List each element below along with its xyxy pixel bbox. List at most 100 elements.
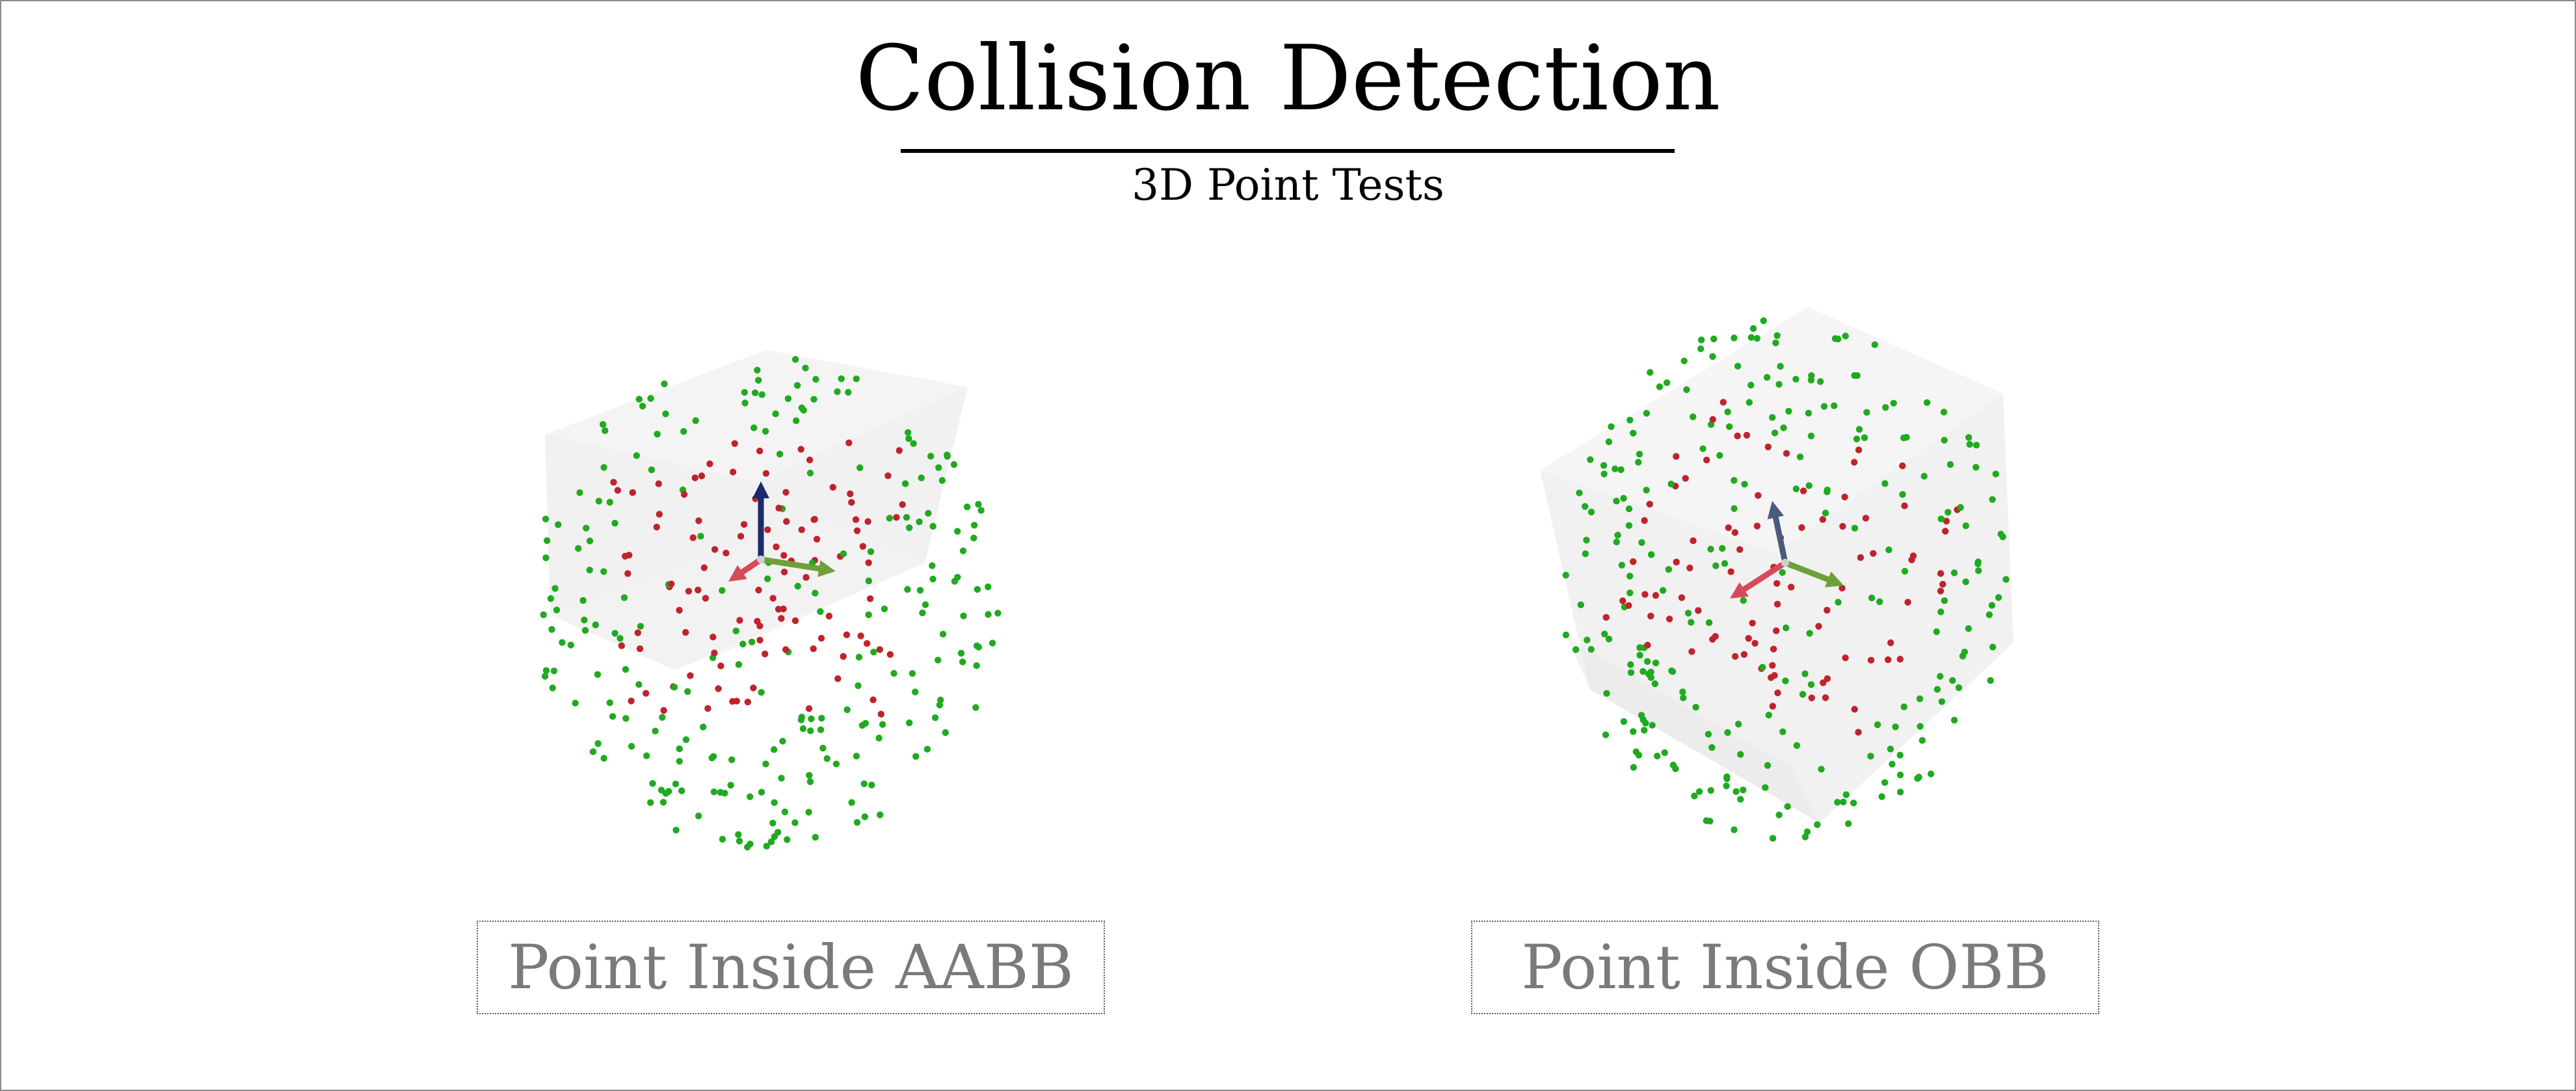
outside-point xyxy=(548,626,555,633)
inside-point xyxy=(1773,627,1780,634)
outside-point xyxy=(957,649,965,657)
inside-point xyxy=(1725,524,1732,532)
outside-point xyxy=(1620,494,1627,502)
outside-point xyxy=(856,464,864,472)
inside-point xyxy=(852,516,860,523)
outside-point xyxy=(797,716,805,723)
outside-point xyxy=(609,713,617,720)
inside-point xyxy=(876,646,883,653)
outside-point xyxy=(1635,751,1643,759)
outside-point xyxy=(602,427,609,435)
outside-point xyxy=(1654,753,1661,760)
outside-point xyxy=(985,583,992,591)
outside-point xyxy=(1746,399,1753,406)
outside-point xyxy=(1667,480,1675,488)
outside-point xyxy=(1643,487,1650,494)
inside-point xyxy=(1686,564,1693,572)
outside-point xyxy=(1941,437,1948,444)
outside-point xyxy=(747,793,754,800)
outside-point xyxy=(595,498,603,505)
outside-point xyxy=(1885,546,1892,554)
inside-point xyxy=(1937,587,1945,595)
outside-point xyxy=(547,595,555,602)
outside-point xyxy=(985,611,992,618)
bounding-box xyxy=(1540,307,2013,823)
outside-point xyxy=(550,667,558,675)
outside-point xyxy=(1814,821,1821,828)
inside-point xyxy=(834,675,842,682)
outside-point xyxy=(909,670,916,677)
outside-point xyxy=(794,582,801,590)
outside-point xyxy=(861,813,868,820)
outside-point xyxy=(776,450,784,458)
outside-point xyxy=(589,748,597,755)
inside-point xyxy=(626,552,633,559)
outside-point xyxy=(1576,489,1583,496)
outside-point xyxy=(834,388,841,396)
outside-point xyxy=(611,630,618,637)
inside-point xyxy=(853,527,861,534)
outside-point xyxy=(1937,515,1945,522)
outside-point xyxy=(1867,753,1874,760)
outside-point xyxy=(865,577,872,585)
outside-point xyxy=(751,389,759,396)
inside-point xyxy=(655,480,662,487)
outside-point xyxy=(1620,718,1628,725)
outside-point xyxy=(802,364,809,371)
outside-point xyxy=(840,550,847,558)
outside-point xyxy=(1965,434,1972,441)
inside-point xyxy=(676,606,683,614)
outside-point xyxy=(1779,569,1786,576)
box-face xyxy=(550,520,925,670)
outside-point xyxy=(973,662,980,669)
outside-point xyxy=(1992,470,1999,478)
outside-point xyxy=(1782,677,1789,684)
outside-point xyxy=(1733,788,1740,795)
outside-point xyxy=(970,522,978,529)
outside-point xyxy=(1974,560,1982,567)
inside-point xyxy=(783,518,790,525)
outside-point xyxy=(676,758,683,765)
outside-point xyxy=(1749,325,1757,332)
outside-point xyxy=(1705,731,1712,738)
outside-point xyxy=(1627,416,1634,424)
outside-point xyxy=(936,701,944,708)
outside-point xyxy=(1636,651,1643,659)
inside-point xyxy=(1641,591,1649,598)
outside-point xyxy=(659,799,667,806)
inside-point xyxy=(750,684,757,692)
outside-point xyxy=(692,417,699,424)
inside-point xyxy=(1909,552,1917,559)
inside-point xyxy=(1673,453,1680,460)
inside-point xyxy=(773,543,780,550)
outside-point xyxy=(1949,677,1956,684)
outside-point xyxy=(764,575,771,582)
outside-point xyxy=(622,715,630,722)
outside-point xyxy=(929,522,936,530)
inside-point xyxy=(660,707,667,714)
outside-point xyxy=(954,528,961,535)
outside-point xyxy=(959,658,966,666)
outside-point xyxy=(622,666,630,673)
box-face xyxy=(1775,394,2013,768)
outside-point xyxy=(1636,644,1643,651)
outside-point xyxy=(600,755,607,762)
outside-point xyxy=(762,761,769,768)
inside-point xyxy=(740,520,748,528)
z-axis-arrow xyxy=(1767,501,1788,566)
outside-point xyxy=(583,524,590,532)
inside-point xyxy=(848,499,855,506)
outside-point xyxy=(1927,770,1935,777)
outside-point xyxy=(904,586,911,593)
outside-point xyxy=(1638,539,1645,546)
inside-point xyxy=(865,559,872,567)
outside-point xyxy=(662,411,669,418)
outside-point xyxy=(1975,567,1982,574)
outside-point xyxy=(1987,677,1994,684)
y-axis-arrow-head xyxy=(1825,571,1844,587)
outside-point xyxy=(1896,772,1904,779)
outside-point xyxy=(579,597,587,604)
outside-point xyxy=(1775,381,1783,388)
outside-point xyxy=(637,623,644,630)
outside-point xyxy=(1703,817,1710,824)
